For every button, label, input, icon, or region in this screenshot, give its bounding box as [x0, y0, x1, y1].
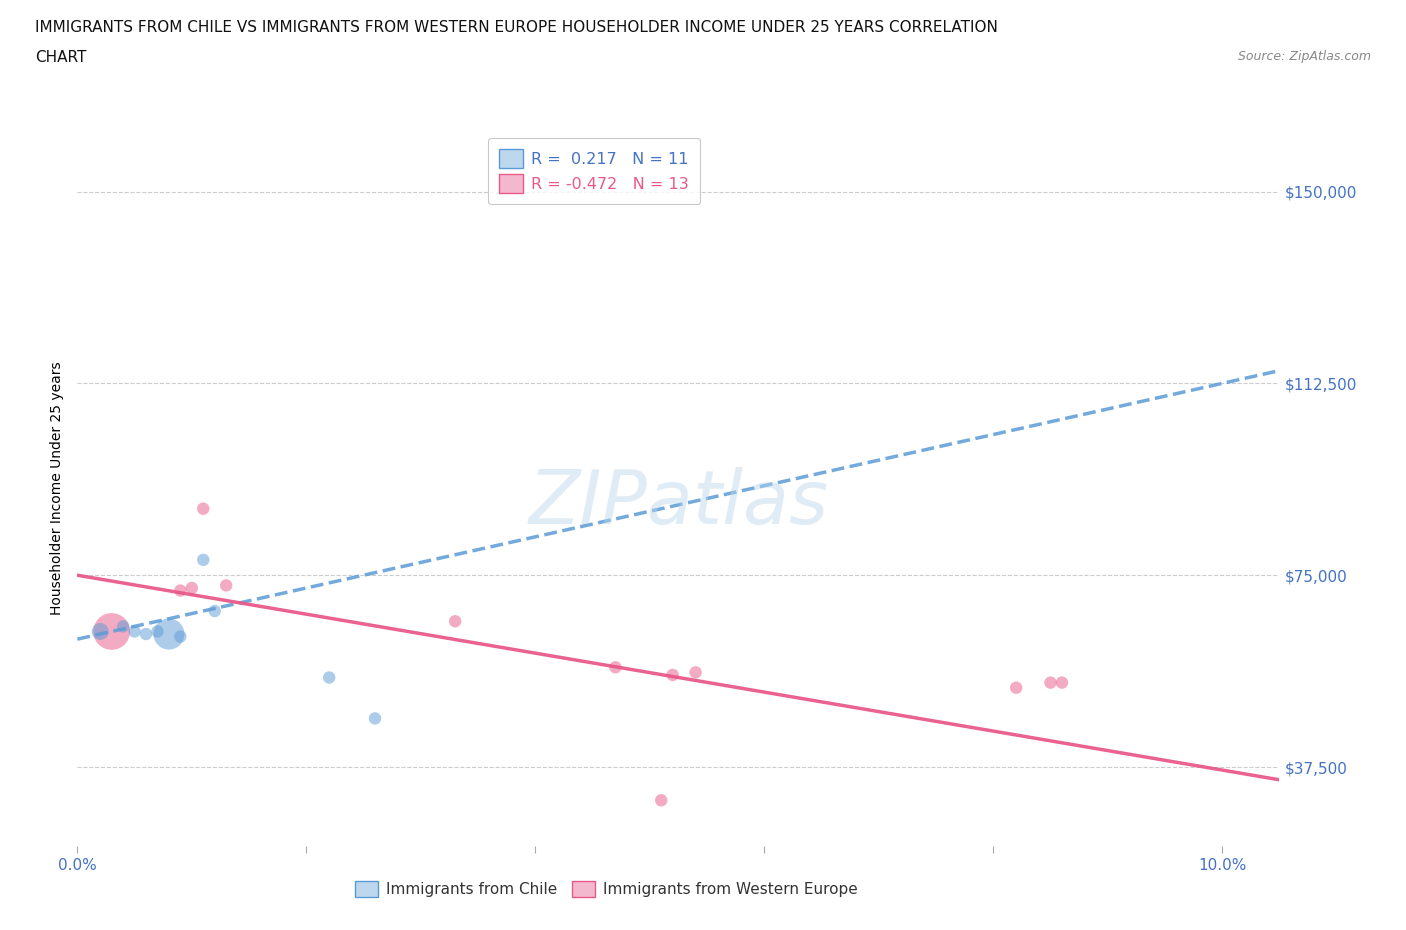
- Legend: Immigrants from Chile, Immigrants from Western Europe: Immigrants from Chile, Immigrants from W…: [349, 875, 863, 903]
- Text: ZIPatlas: ZIPatlas: [529, 467, 828, 538]
- Point: [157, 627, 180, 642]
- Point: [685, 665, 707, 680]
- Point: [444, 614, 467, 629]
- Point: [112, 619, 135, 634]
- Point: [169, 630, 191, 644]
- Text: CHART: CHART: [35, 50, 87, 65]
- Point: [193, 501, 215, 516]
- Point: [215, 578, 238, 593]
- Point: [124, 624, 146, 639]
- Point: [180, 580, 202, 595]
- Point: [1005, 681, 1028, 696]
- Point: [169, 583, 191, 598]
- Point: [193, 552, 215, 567]
- Point: [135, 627, 157, 642]
- Point: [650, 792, 672, 807]
- Y-axis label: Householder Income Under 25 years: Householder Income Under 25 years: [51, 362, 65, 615]
- Point: [89, 624, 111, 639]
- Point: [661, 668, 683, 683]
- Point: [318, 671, 340, 685]
- Point: [1039, 675, 1062, 690]
- Point: [204, 604, 226, 618]
- Text: IMMIGRANTS FROM CHILE VS IMMIGRANTS FROM WESTERN EUROPE HOUSEHOLDER INCOME UNDER: IMMIGRANTS FROM CHILE VS IMMIGRANTS FROM…: [35, 20, 998, 35]
- Point: [364, 711, 387, 726]
- Text: Source: ZipAtlas.com: Source: ZipAtlas.com: [1237, 50, 1371, 63]
- Point: [100, 624, 122, 639]
- Point: [1050, 675, 1073, 690]
- Point: [605, 660, 627, 675]
- Point: [146, 624, 169, 639]
